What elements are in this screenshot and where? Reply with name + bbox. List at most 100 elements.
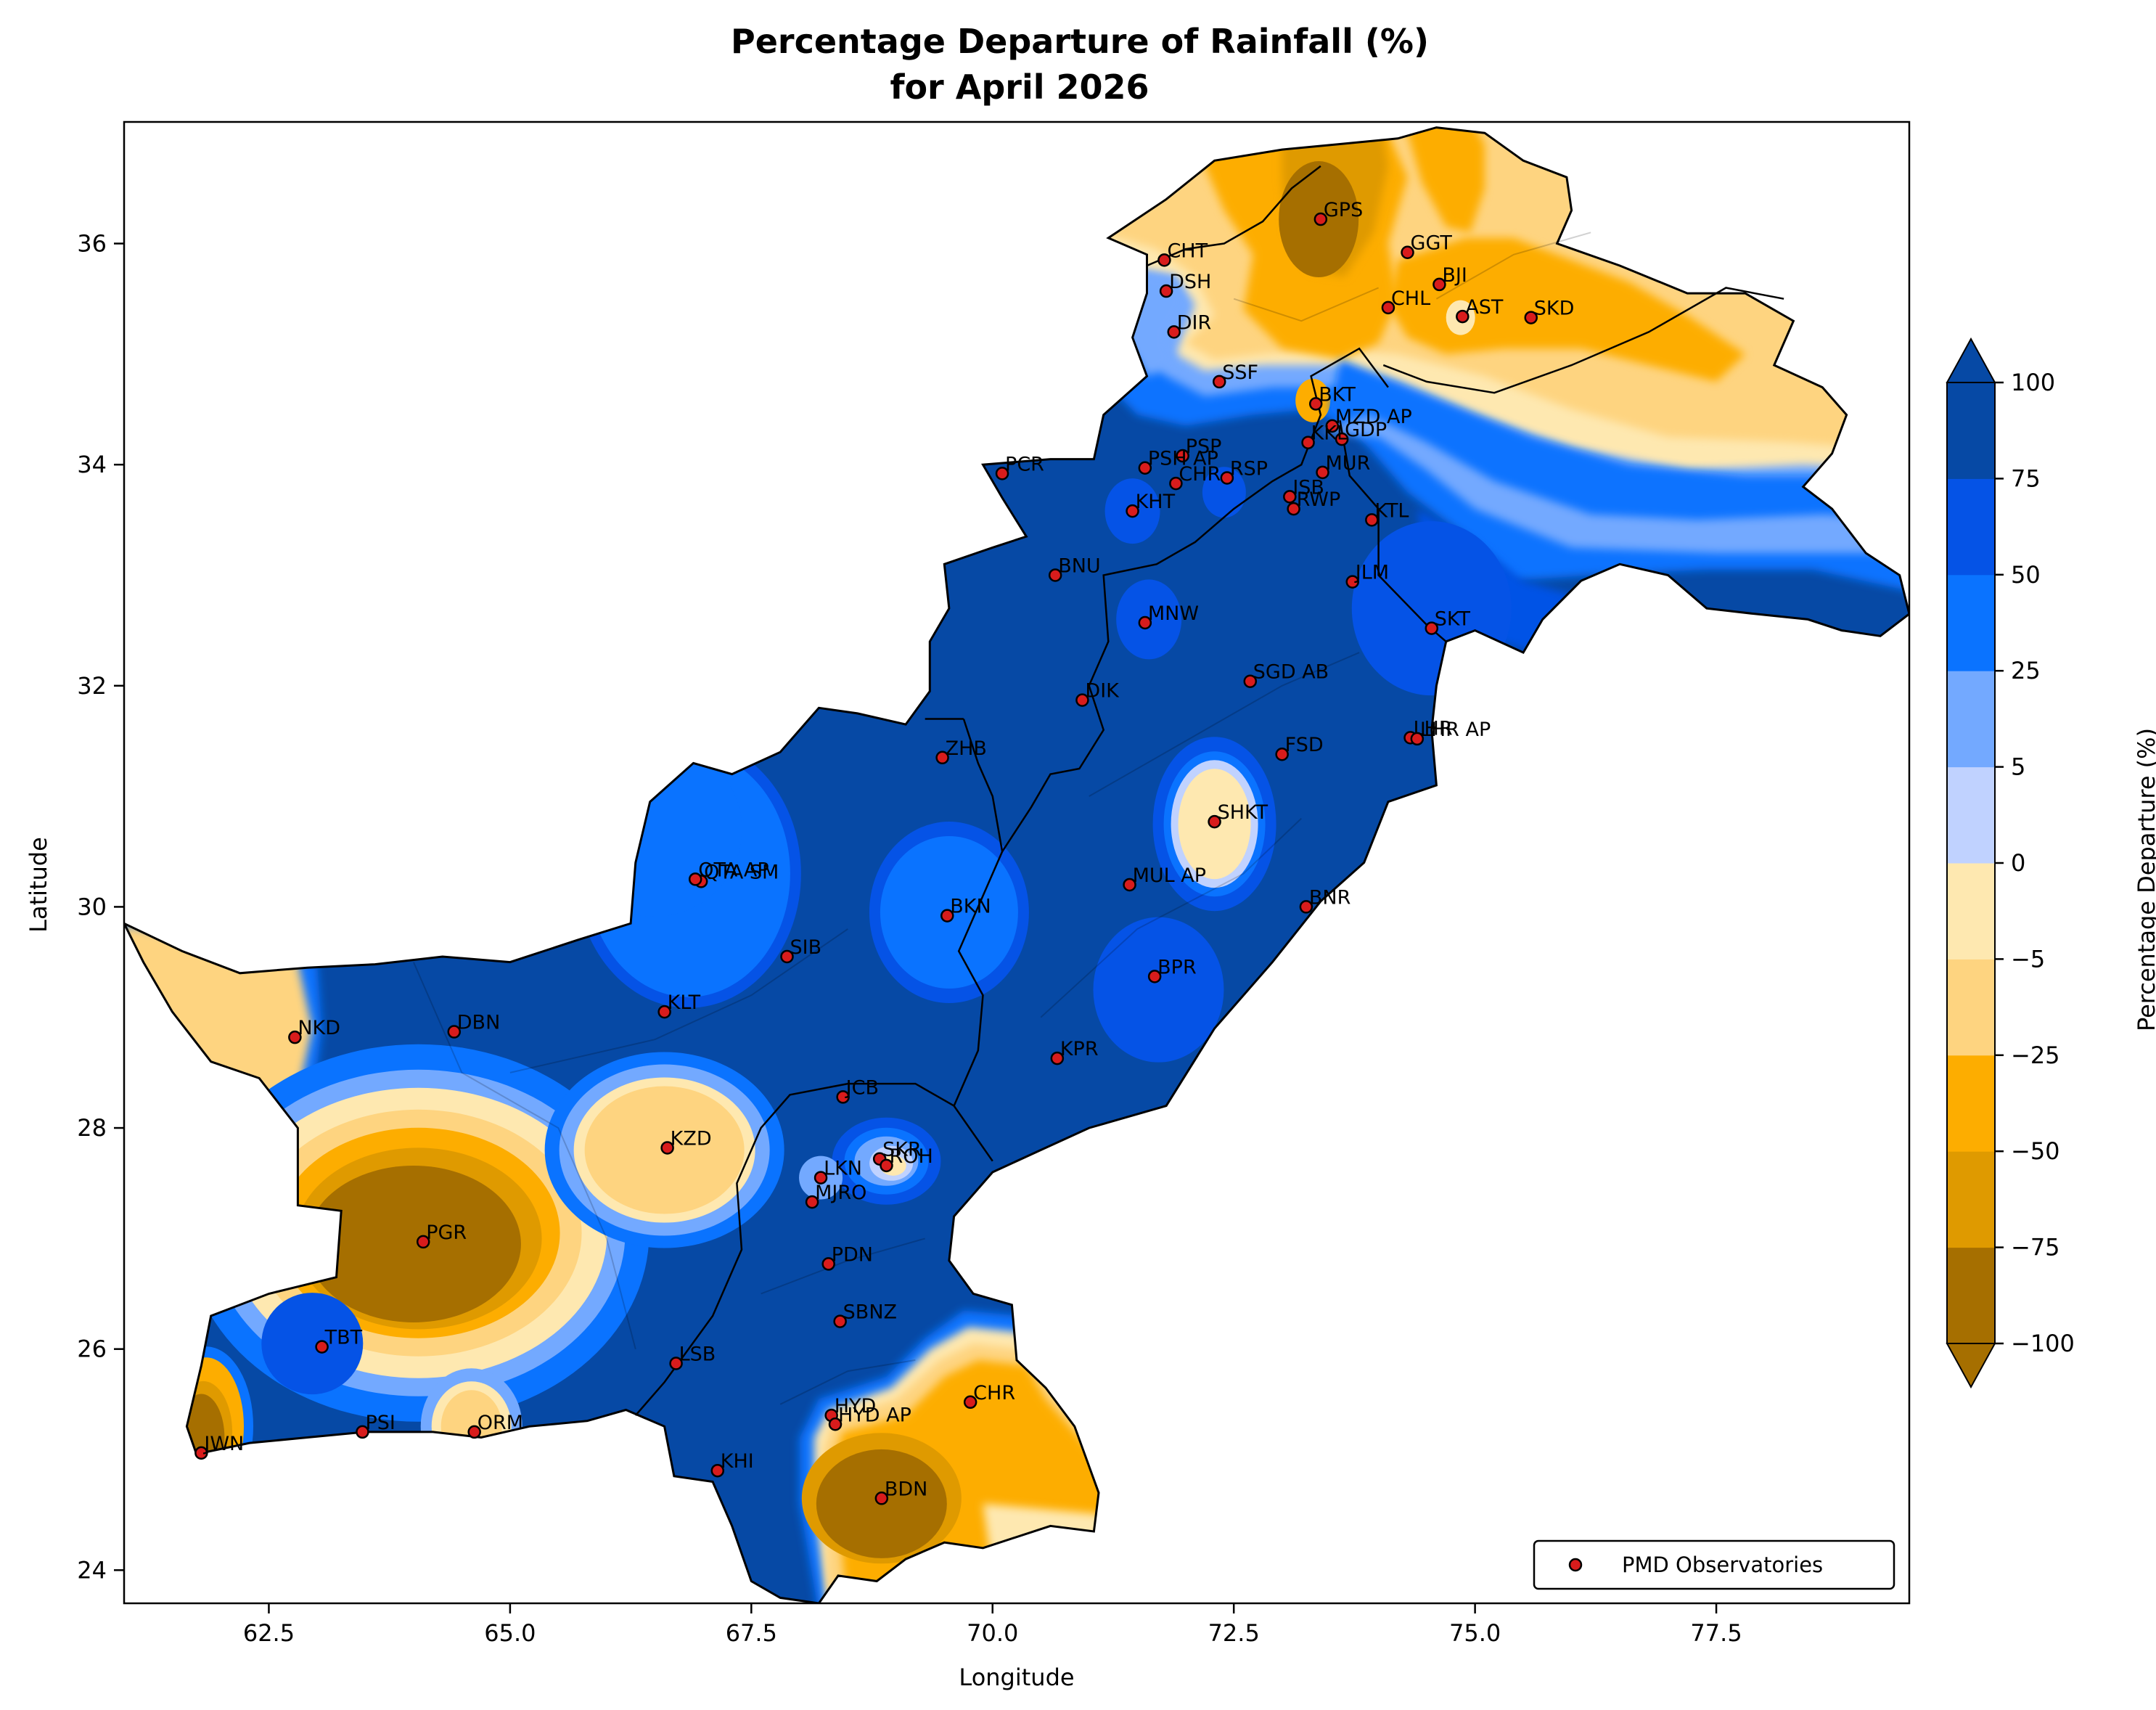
station-marker[interactable]: KKL [1301,422,1348,449]
station-marker[interactable]: FSD [1275,734,1324,761]
station-marker[interactable]: SKR [872,1139,922,1166]
station-marker[interactable]: MUL AP [1123,864,1206,892]
station-marker[interactable]: CHT [1157,240,1208,267]
station-marker[interactable]: GGT [1401,232,1453,259]
station-dot[interactable] [935,750,949,765]
station-dot[interactable] [1169,476,1183,491]
station-marker[interactable]: JWN [194,1433,244,1460]
station-dot[interactable] [813,1171,828,1185]
station-dot[interactable] [963,1395,977,1410]
station-marker[interactable]: AST [1456,296,1504,324]
station-marker[interactable]: KTL [1365,499,1409,527]
station-dot[interactable] [1167,325,1181,339]
station-marker[interactable]: PSP [1176,435,1222,463]
station-marker[interactable]: BKT [1308,383,1356,411]
station-marker[interactable]: SHKT [1208,801,1268,829]
station-marker[interactable]: HYD AP [828,1404,911,1431]
station-marker[interactable]: KZD [660,1127,712,1155]
station-marker[interactable]: LSB [669,1343,716,1370]
station-marker[interactable]: SKT [1425,608,1471,635]
station-dot[interactable] [1299,900,1313,914]
station-marker[interactable]: SIB [780,936,822,964]
station-dot[interactable] [660,1141,674,1155]
station-marker[interactable]: BJI [1432,264,1467,292]
station-marker[interactable]: QTA AP [688,859,769,886]
station-marker[interactable]: CHR [1169,463,1221,491]
station-dot[interactable] [1365,513,1379,527]
station-marker[interactable]: BDN [874,1478,928,1505]
station-dot[interactable] [1275,747,1289,761]
station-marker[interactable]: KHT [1126,491,1176,518]
station-marker[interactable]: BNR [1299,886,1350,914]
station-dot[interactable] [1243,674,1258,688]
station-marker[interactable]: SSF [1212,361,1258,389]
station-marker[interactable]: NKD [288,1017,340,1044]
station-marker[interactable]: ROH [880,1145,933,1173]
station-dot[interactable] [805,1195,819,1209]
station-marker[interactable]: PDN [821,1243,873,1271]
station-marker[interactable]: PSI [356,1412,395,1439]
station-dot[interactable] [1159,284,1173,298]
station-dot[interactable] [1345,575,1359,589]
station-dot[interactable] [1287,502,1300,516]
station-dot[interactable] [828,1418,843,1431]
station-marker[interactable]: MNW [1138,602,1199,630]
station-marker[interactable]: DIR [1167,311,1212,339]
station-dot[interactable] [1524,311,1538,324]
station-marker[interactable]: ZHB [935,737,987,765]
station-dot[interactable] [710,1463,725,1478]
station-dot[interactable] [1325,419,1340,433]
station-marker[interactable]: GDP [1335,419,1387,446]
station-dot[interactable] [1176,449,1189,463]
station-dot[interactable] [1157,253,1171,267]
station-marker[interactable]: RSP [1220,457,1268,485]
station-dot[interactable] [880,1158,893,1173]
station-marker[interactable]: DSH [1159,271,1211,298]
station-dot[interactable] [1212,375,1226,389]
station-marker[interactable]: CHR [963,1382,1015,1410]
station-dot[interactable] [1316,465,1329,480]
station-dot[interactable] [1075,693,1089,707]
station-marker[interactable]: KPR [1050,1038,1099,1065]
station-dot[interactable] [315,1340,329,1354]
station-dot[interactable] [836,1090,850,1104]
station-marker[interactable]: CHL [1381,287,1430,315]
station-marker[interactable]: SBNZ [833,1301,897,1328]
station-dot[interactable] [1301,435,1315,449]
station-marker[interactable]: KLT [657,991,701,1019]
station-dot[interactable] [1410,732,1425,746]
station-dot[interactable] [194,1446,208,1460]
station-dot[interactable] [1313,212,1328,226]
station-marker[interactable]: BNU [1048,555,1101,582]
station-marker[interactable]: QTA SM [694,861,779,888]
station-marker[interactable]: TBT [315,1327,363,1354]
station-dot[interactable] [1456,309,1470,324]
station-marker[interactable]: JLM [1345,562,1389,589]
station-dot[interactable] [1050,1051,1065,1065]
station-dot[interactable] [821,1257,835,1271]
station-dot[interactable] [467,1425,481,1439]
station-dot[interactable] [657,1005,671,1019]
station-dot[interactable] [1126,504,1139,518]
station-marker[interactable]: KHI [710,1450,754,1478]
station-marker[interactable]: BPR [1147,956,1197,983]
station-dot[interactable] [447,1025,462,1039]
station-marker[interactable]: LHR AP [1410,719,1491,746]
station-marker[interactable]: DBN [447,1012,501,1039]
station-dot[interactable] [669,1357,683,1370]
station-marker[interactable]: RWP [1287,488,1341,516]
station-dot[interactable] [940,909,954,922]
station-dot[interactable] [1138,461,1152,475]
station-dot[interactable] [833,1314,847,1328]
station-marker[interactable]: SGD AB [1243,661,1329,688]
station-marker[interactable]: MJRO [805,1182,866,1209]
station-marker[interactable]: GPS [1313,199,1363,226]
station-dot[interactable] [1123,878,1136,892]
station-dot[interactable] [416,1235,430,1249]
station-dot[interactable] [356,1425,369,1439]
station-marker[interactable]: BKN [940,896,991,922]
station-marker[interactable]: PGR [416,1222,467,1249]
station-dot[interactable] [780,949,794,964]
station-dot[interactable] [1425,621,1439,635]
